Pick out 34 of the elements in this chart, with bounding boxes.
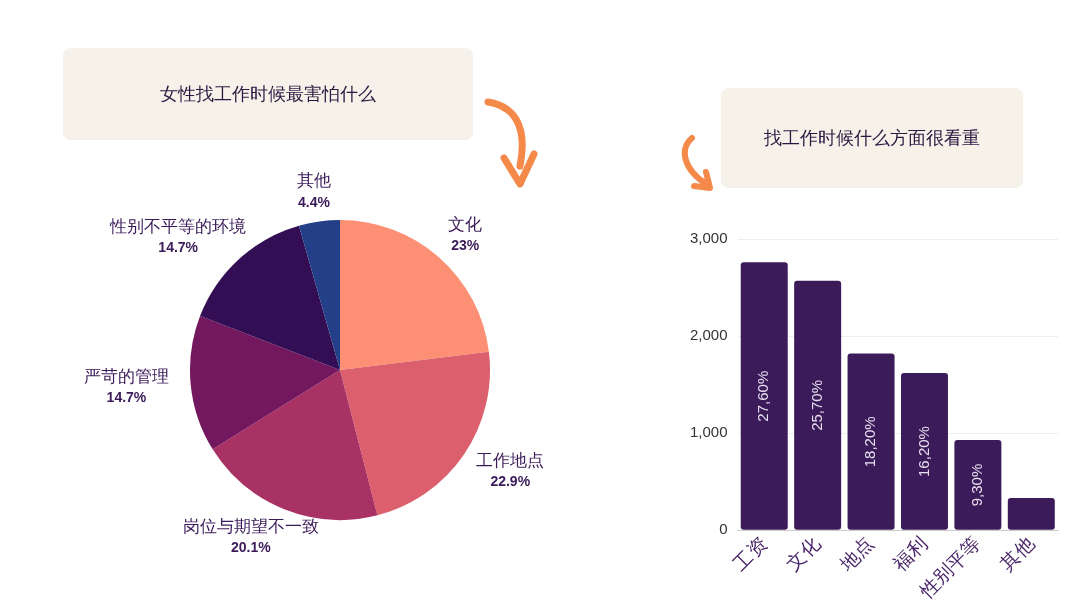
x-tick-label: 文化 (782, 532, 825, 575)
slice-label: 其他 (296, 171, 331, 191)
data-label: 14.7% (158, 238, 199, 255)
chart-title: 找工作时候什么方面很看重 (721, 88, 1023, 188)
annotation: 16,20% (914, 426, 932, 477)
slice-label: 严苛的管理 (83, 366, 169, 386)
x-tick-label: 工资 (729, 532, 771, 575)
data-label: 22.9% (490, 473, 531, 490)
data-label: 4.4% (297, 193, 331, 210)
y-tick-label: 2,000 (689, 326, 728, 344)
slice-label: 文化 (448, 214, 483, 234)
bar (1007, 498, 1055, 530)
bar (794, 280, 842, 530)
y-tick-label: 0 (719, 520, 728, 538)
slice-label: 岗位与期望不一致 (182, 516, 319, 536)
annotation: 25,70% (807, 380, 825, 431)
y-tick-label: 3,000 (689, 229, 728, 247)
bar (954, 439, 1002, 530)
slice-label: 工作地点 (476, 451, 545, 471)
annotation: 18,20% (861, 416, 879, 468)
annotation: 9,30% (968, 463, 986, 507)
bar (740, 262, 788, 530)
data-label: 23% (451, 237, 480, 254)
bar (900, 372, 948, 530)
x-tick-label: 福利 (889, 532, 931, 575)
bar (847, 353, 895, 530)
data-label: 20.1% (230, 538, 272, 555)
y-tick-label: 1,000 (689, 423, 728, 441)
x-tick-label: 其他 (996, 532, 1038, 575)
data-label: 14.7% (106, 388, 147, 405)
x-tick-label: 地点 (835, 532, 878, 576)
annotation: 27,60% (754, 370, 772, 422)
chart-title: 女性找工作时候最害怕什么 (63, 48, 473, 140)
slice-label: 性别不平等的环境 (109, 216, 247, 236)
